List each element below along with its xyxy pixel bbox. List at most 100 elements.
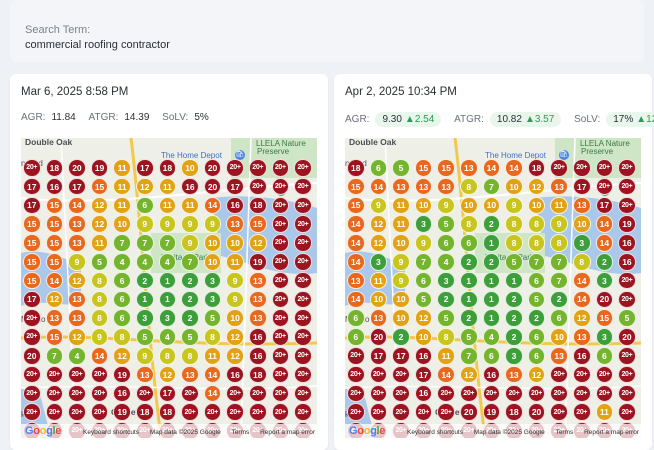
rank-pin[interactable]: 8: [158, 347, 177, 365]
rank-pin[interactable]: 10: [550, 328, 568, 346]
rank-pin[interactable]: 17: [23, 290, 41, 309]
rank-pin[interactable]: 1: [482, 309, 501, 327]
rank-pin[interactable]: 20+: [595, 177, 614, 196]
rank-pin[interactable]: 16: [618, 253, 636, 271]
rank-pin[interactable]: 6: [347, 309, 365, 327]
rank-pin[interactable]: 20+: [23, 159, 41, 177]
rank-pin[interactable]: 4: [158, 328, 177, 346]
rank-pin[interactable]: 20+: [226, 159, 244, 177]
rank-pin[interactable]: 20+: [294, 253, 312, 271]
rank-pin[interactable]: 10: [505, 177, 523, 196]
rank-pin[interactable]: 20+: [550, 403, 568, 421]
rank-pin[interactable]: 20+: [573, 159, 591, 177]
rank-pin[interactable]: 3: [158, 309, 177, 327]
rank-pin[interactable]: 6: [437, 234, 455, 252]
rank-pin[interactable]: 5: [505, 253, 523, 271]
rank-pin[interactable]: 6: [369, 159, 388, 177]
rank-pin[interactable]: 20+: [595, 384, 614, 403]
rank-pin[interactable]: 20+: [90, 403, 109, 421]
rank-pin[interactable]: 10: [527, 196, 546, 215]
rank-pin[interactable]: 5: [90, 253, 109, 271]
rank-pin[interactable]: 4: [113, 253, 131, 271]
rank-pin[interactable]: 8: [181, 347, 199, 365]
rank-pin[interactable]: 20+: [392, 365, 410, 384]
rank-pin[interactable]: 15: [249, 215, 267, 233]
rank-pin[interactable]: 18: [249, 196, 267, 215]
rank-pin[interactable]: 1: [482, 234, 501, 252]
rank-pin[interactable]: 20+: [437, 384, 455, 403]
rank-pin[interactable]: 20+: [369, 365, 388, 384]
rank-pin[interactable]: 14: [505, 159, 523, 177]
rank-pin[interactable]: 3: [595, 271, 614, 290]
rank-pin[interactable]: 9: [414, 234, 433, 252]
rank-pin[interactable]: 9: [90, 328, 109, 346]
rank-pin[interactable]: 19: [249, 253, 267, 271]
rank-pin[interactable]: 20+: [550, 365, 568, 384]
rank-pin[interactable]: 20+: [294, 215, 312, 233]
rank-pin[interactable]: 15: [347, 177, 365, 196]
rank-pin[interactable]: 13: [181, 365, 199, 384]
rank-pin[interactable]: 9: [136, 347, 154, 365]
rank-pin[interactable]: 10: [226, 309, 244, 327]
rank-pin[interactable]: 13: [68, 234, 86, 252]
rank-pin[interactable]: 19: [618, 215, 636, 233]
rank-pin[interactable]: 6: [527, 271, 546, 290]
rank-pin[interactable]: 13: [437, 177, 455, 196]
rank-pin[interactable]: 5: [460, 328, 478, 346]
rank-pin[interactable]: 20+: [347, 347, 365, 365]
rank-pin[interactable]: 15: [414, 159, 433, 177]
rank-pin[interactable]: 20+: [294, 271, 312, 290]
rank-pin[interactable]: 20+: [23, 384, 41, 403]
rank-pin[interactable]: 4: [158, 253, 177, 271]
rank-pin[interactable]: 9: [505, 196, 523, 215]
rank-pin[interactable]: 20+: [271, 177, 290, 196]
rank-pin[interactable]: 10: [181, 159, 199, 177]
rank-pin[interactable]: 20+: [369, 403, 388, 421]
rank-pin[interactable]: 20+: [45, 365, 64, 384]
rank-pin[interactable]: 11: [392, 215, 410, 233]
rank-pin[interactable]: 3: [203, 271, 222, 290]
rank-pin[interactable]: 20+: [414, 403, 433, 421]
rank-pin[interactable]: 11: [437, 347, 455, 365]
rank-pin[interactable]: 5: [437, 215, 455, 233]
rank-pin[interactable]: 20+: [271, 271, 290, 290]
rank-pin[interactable]: 20+: [573, 365, 591, 384]
rank-pin[interactable]: 8: [203, 328, 222, 346]
rank-pin[interactable]: 20+: [573, 384, 591, 403]
rank-pin[interactable]: 11: [369, 271, 388, 290]
rank-pin[interactable]: 14: [203, 196, 222, 215]
rank-pin[interactable]: 10: [113, 215, 131, 233]
rank-pin[interactable]: 8: [527, 234, 546, 252]
rank-pin[interactable]: 20+: [249, 177, 267, 196]
rank-pin[interactable]: 12: [90, 196, 109, 215]
rank-pin[interactable]: 7: [460, 347, 478, 365]
rank-pin[interactable]: 20+: [618, 271, 636, 290]
rank-pin[interactable]: 20+: [595, 159, 614, 177]
rank-pin[interactable]: 20+: [618, 403, 636, 421]
rank-pin[interactable]: 5: [437, 309, 455, 327]
rank-pin[interactable]: 10: [392, 290, 410, 309]
rank-pin[interactable]: 6: [113, 290, 131, 309]
rank-pin[interactable]: 20: [595, 290, 614, 309]
rank-pin[interactable]: 11: [158, 196, 177, 215]
rank-pin[interactable]: 20+: [294, 159, 312, 177]
rank-pin[interactable]: 8: [573, 253, 591, 271]
rank-pin[interactable]: 6: [482, 347, 501, 365]
rank-pin[interactable]: 20+: [294, 290, 312, 309]
rank-pin[interactable]: 20+: [618, 177, 636, 196]
rank-pin[interactable]: 11: [113, 159, 131, 177]
rank-pin[interactable]: 9: [203, 215, 222, 233]
rank-pin[interactable]: 11: [595, 403, 614, 421]
rank-pin[interactable]: 1: [460, 271, 478, 290]
rank-pin[interactable]: 20+: [181, 384, 199, 403]
rank-pin[interactable]: 12: [369, 234, 388, 252]
report-map-error-link[interactable]: Report a map error: [584, 429, 639, 436]
rank-pin[interactable]: 16: [181, 177, 199, 196]
rank-pin[interactable]: 20+: [347, 384, 365, 403]
rank-pin[interactable]: 11: [226, 253, 244, 271]
rank-pin[interactable]: 20+: [550, 159, 568, 177]
rank-pin[interactable]: 1: [482, 271, 501, 290]
rank-pin[interactable]: 17: [414, 365, 433, 384]
rank-pin[interactable]: 14: [347, 253, 365, 271]
rank-pin[interactable]: 12: [113, 347, 131, 365]
